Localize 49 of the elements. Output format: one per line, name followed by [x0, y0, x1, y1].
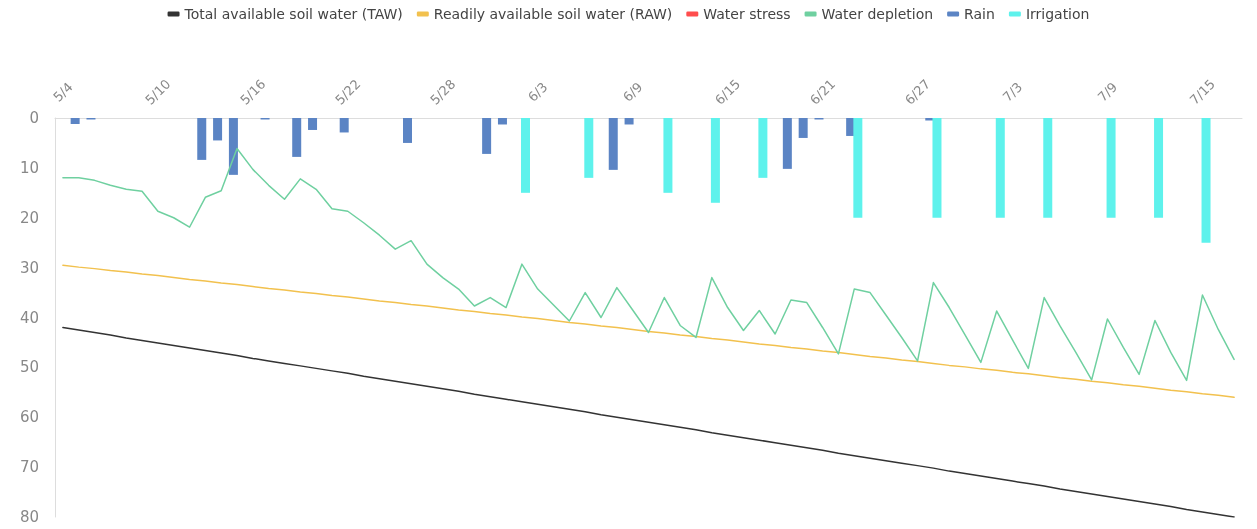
x-tick-label: 6/9	[619, 79, 646, 105]
bar	[584, 118, 594, 178]
bar	[292, 118, 302, 157]
legend-label: Water depletion	[821, 6, 934, 22]
line-series	[62, 264, 1235, 399]
bar	[403, 118, 412, 143]
bar	[932, 118, 942, 218]
legend-label: Readily available soil water (RAW)	[433, 6, 673, 22]
bar	[663, 118, 673, 193]
bar	[308, 118, 318, 130]
bar	[197, 118, 207, 160]
bar	[710, 118, 720, 203]
bar	[70, 118, 80, 124]
line-series	[62, 147, 1235, 382]
y-tick-label: 80	[19, 508, 39, 526]
line-series	[62, 326, 1235, 518]
y-tick-label: 40	[19, 308, 39, 327]
bar	[520, 118, 530, 193]
bar	[798, 118, 808, 138]
legend-label: Irrigation	[1025, 6, 1090, 22]
y-tick-label: 50	[19, 358, 39, 377]
bar	[228, 118, 238, 175]
x-tick-label: 7/3	[999, 79, 1026, 105]
bar	[1043, 118, 1053, 218]
bar	[1106, 118, 1116, 218]
x-tick-label: 5/4	[50, 79, 76, 105]
y-tick-label: 70	[19, 458, 39, 477]
bar	[608, 118, 618, 170]
legend-label: Total available soil water (TAW)	[183, 6, 403, 22]
bar	[758, 118, 768, 178]
x-tick-label: 6/3	[525, 79, 551, 105]
bar	[782, 118, 792, 169]
bar	[1154, 118, 1164, 218]
bar	[482, 118, 492, 154]
legend-label: Rain	[964, 6, 995, 22]
bar	[339, 118, 349, 133]
bar	[853, 118, 863, 218]
legend-label: Water stress	[703, 6, 791, 22]
bar	[624, 118, 634, 125]
y-tick-label: 20	[19, 208, 39, 227]
bar	[213, 118, 223, 141]
bar	[497, 118, 507, 125]
bar	[995, 118, 1005, 218]
y-tick-label: 60	[19, 408, 39, 427]
x-tick-label: 7/9	[1094, 79, 1121, 105]
y-tick-label: 30	[19, 258, 39, 277]
y-tick-label: 10	[19, 158, 39, 177]
bar	[1201, 118, 1211, 243]
y-tick-label: 0	[29, 109, 39, 127]
